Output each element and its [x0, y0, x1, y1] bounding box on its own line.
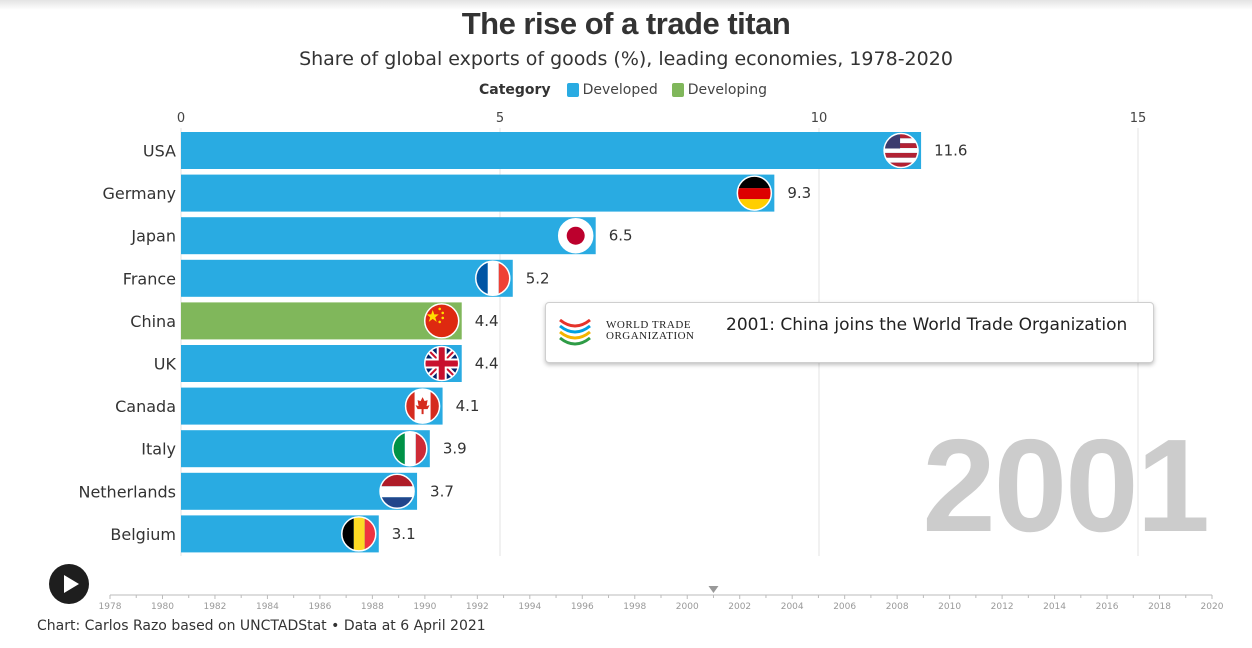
category-label-uk: UK — [154, 355, 177, 374]
china-flag-icon — [423, 303, 460, 339]
wto-logo-line1: WORLD TRADE — [606, 319, 692, 331]
chart-subtitle: Share of global exports of goods (%), le… — [299, 48, 953, 70]
japan-flag-icon — [557, 217, 594, 254]
value-label-uk: 4.4 — [475, 355, 499, 373]
timeline-label-1998: 1998 — [623, 602, 646, 612]
bar-france — [181, 259, 513, 297]
value-label-france: 5.2 — [526, 269, 550, 287]
timeline-label-1982: 1982 — [203, 602, 226, 612]
wto-logo-text: WORLD TRADE ORGANIZATION — [606, 320, 695, 342]
bar-china — [181, 302, 462, 340]
value-label-belgium: 3.1 — [392, 525, 416, 543]
category-label-germany: Germany — [102, 184, 176, 203]
timeline-label-2014: 2014 — [1043, 602, 1066, 612]
timeline-label-2004: 2004 — [781, 602, 804, 612]
category-label-netherlands: Netherlands — [78, 482, 176, 501]
legend-label-developing: Developing — [687, 82, 768, 98]
timeline-label-1990: 1990 — [413, 602, 436, 612]
annotation-text: 2001: China joins the World Trade Organi… — [726, 315, 1128, 335]
timeline-label-2002: 2002 — [728, 602, 751, 612]
timeline-label-1994: 1994 — [518, 602, 541, 612]
top-shade — [0, 0, 1252, 10]
legend: Category Developed Developing — [0, 82, 1252, 98]
category-label-canada: Canada — [115, 397, 176, 416]
timeline-label-2018: 2018 — [1148, 602, 1171, 612]
play-button[interactable] — [49, 564, 89, 604]
bar-germany — [181, 174, 775, 212]
timeline-marker-icon[interactable] — [708, 586, 719, 593]
value-label-canada: 4.1 — [456, 397, 480, 415]
timeline-label-1996: 1996 — [571, 602, 594, 612]
bar-netherlands — [181, 472, 418, 510]
bar-usa — [181, 132, 922, 169]
value-label-germany: 9.3 — [787, 184, 811, 202]
bar-italy — [181, 430, 430, 468]
legend-swatch-developing — [671, 83, 684, 97]
timeline-label-2008: 2008 — [886, 602, 909, 612]
value-label-italy: 3.9 — [443, 440, 467, 458]
legend-item-developing[interactable]: Developing — [671, 82, 768, 98]
wto-logo-icon — [559, 318, 591, 346]
timeline-label-1980: 1980 — [151, 602, 174, 612]
belgium-flag-icon — [341, 516, 377, 552]
category-label-france: France — [123, 269, 176, 288]
value-label-china: 4.4 — [475, 312, 499, 330]
bar-uk — [181, 345, 462, 382]
bar-canada — [181, 387, 443, 425]
legend-title: Category — [478, 82, 551, 98]
chart-title: The rise of a trade titan — [461, 6, 791, 41]
value-label-japan: 6.5 — [609, 227, 633, 245]
x-tick-label-10: 10 — [811, 111, 828, 126]
value-label-usa: 11.6 — [934, 142, 967, 160]
x-tick-label-15: 15 — [1130, 111, 1147, 126]
timeline-label-2006: 2006 — [833, 602, 856, 612]
category-label-japan: Japan — [130, 227, 176, 246]
timeline-label-1978: 1978 — [99, 602, 122, 612]
category-label-usa: USA — [143, 142, 176, 161]
legend-item-developed[interactable]: Developed — [566, 82, 658, 98]
category-label-italy: Italy — [141, 440, 176, 459]
france-flag-icon — [475, 260, 511, 297]
germany-flag-icon — [736, 175, 773, 211]
uk-flag-icon — [423, 345, 460, 382]
value-label-netherlands: 3.7 — [430, 482, 454, 500]
legend-swatch-developed — [566, 83, 579, 97]
timeline-label-1984: 1984 — [256, 602, 279, 612]
usa-flag-icon — [883, 132, 919, 169]
bar-japan — [181, 217, 596, 255]
current-year-label: 2001 — [922, 412, 1210, 559]
canada-flag-icon — [404, 388, 441, 424]
category-label-belgium: Belgium — [110, 525, 176, 544]
netherlands-flag-icon — [379, 473, 415, 510]
timeline-label-2012: 2012 — [991, 602, 1014, 612]
timeline-label-1992: 1992 — [466, 602, 489, 612]
italy-flag-icon — [392, 430, 428, 467]
timeline-label-2010: 2010 — [938, 602, 961, 612]
chart-footer: Chart: Carlos Razo based on UNCTADStat •… — [37, 618, 486, 634]
x-tick-label-5: 5 — [496, 111, 504, 126]
timeline-label-2020: 2020 — [1201, 602, 1224, 612]
timeline-label-2000: 2000 — [676, 602, 699, 612]
category-label-china: China — [130, 312, 176, 331]
x-tick-label-0: 0 — [177, 111, 185, 126]
timeline-label-1988: 1988 — [361, 602, 384, 612]
timeline-label-2016: 2016 — [1096, 602, 1119, 612]
wto-logo-line2: ORGANIZATION — [606, 330, 695, 342]
legend-label-developed: Developed — [582, 82, 658, 98]
annotation-box: WORLD TRADE ORGANIZATION 2001: China joi… — [545, 302, 1154, 363]
timeline-label-1986: 1986 — [308, 602, 331, 612]
